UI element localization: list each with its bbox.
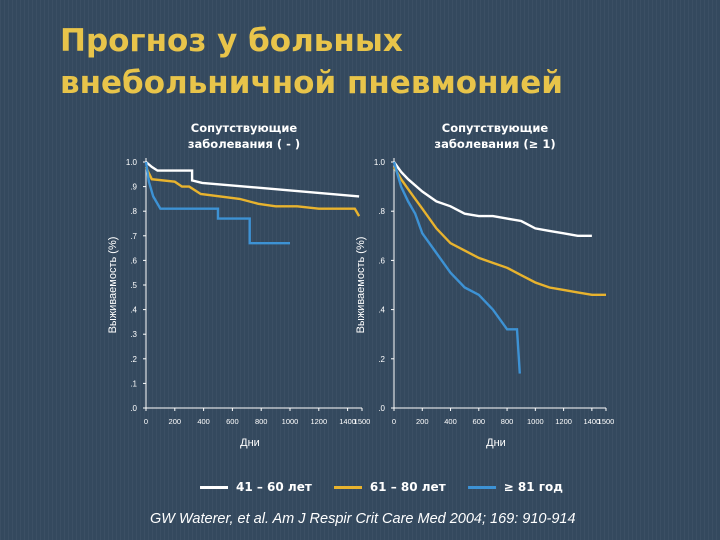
- legend-label-41-60: 41 – 60 лет: [236, 480, 312, 494]
- x-tick-label: 0: [392, 417, 396, 426]
- x-tick-label: 800: [501, 417, 514, 426]
- y-axis-label: Выживаемость (%): [355, 237, 367, 334]
- x-axis-label: Дни: [240, 437, 260, 449]
- y-tick-label: .9: [130, 183, 137, 192]
- series-line-61-80: [144, 166, 361, 217]
- x-tick-label: 1500: [598, 417, 615, 426]
- x-tick-label: 1000: [282, 417, 299, 426]
- y-tick-label: .0: [378, 404, 385, 413]
- x-tick-label: 1500: [354, 417, 371, 426]
- chart-panel-2: Сопутствующие заболевания (≥ 1) .0 .2 .4 .6 .8…: [355, 121, 614, 449]
- chart-panel-1: Сопутствующие заболевания ( - ) .0 .1 .2 .3 .4…: [107, 121, 370, 449]
- legend-swatch-81-plus: [467, 485, 496, 489]
- chart-title-line: Сопутствующие: [191, 121, 298, 135]
- x-tick-label: 600: [226, 417, 239, 426]
- slide-title: Прогноз у больных внебольничной пневмони…: [60, 20, 563, 104]
- y-tick-label: .1: [130, 379, 137, 388]
- y-tick-label: .6: [378, 256, 385, 265]
- x-tick-label: 1200: [555, 417, 572, 426]
- y-tick-label: 1.0: [374, 158, 386, 167]
- chart-legend: 41 – 60 лет 61 – 80 лет ≥ 81 год: [200, 478, 585, 496]
- series-line-81-plus: [144, 161, 290, 245]
- series-line-41-60: [145, 161, 360, 198]
- x-tick-label: 200: [416, 417, 429, 426]
- y-tick-label: .2: [378, 355, 385, 364]
- legend-item-41-60: 41 – 60 лет: [200, 480, 312, 494]
- legend-item-61-80: 61 – 80 лет: [333, 480, 446, 494]
- x-tick-label: 1400: [584, 417, 601, 426]
- citation: GW Waterer, et al. Am J Respir Crit Care…: [150, 511, 576, 527]
- x-tick-label: 1200: [310, 417, 327, 426]
- x-tick-label: 800: [255, 417, 268, 426]
- x-tick-label: 0: [144, 417, 148, 426]
- y-tick-label: .5: [130, 281, 137, 290]
- y-tick-label: 1.0: [126, 158, 138, 167]
- x-tick-label: 400: [197, 417, 210, 426]
- title-line-2: внебольничной пневмонией: [60, 65, 563, 101]
- x-tick-label: 600: [473, 417, 486, 426]
- legend-label-61-80: 61 – 80 лет: [369, 480, 446, 494]
- x-tick-label: 1400: [339, 417, 356, 426]
- y-tick-label: .6: [130, 256, 137, 265]
- y-tick-label: .4: [378, 306, 385, 315]
- legend-item-81-plus: ≥ 81 год: [467, 480, 563, 494]
- series-line-81-plus: [392, 161, 521, 374]
- y-tick-label: .8: [378, 207, 385, 216]
- chart-title-line: Сопутствующие: [442, 121, 549, 135]
- title-line-1: Прогноз у больных: [60, 23, 403, 59]
- y-tick-label: .4: [130, 306, 137, 315]
- legend-swatch-41-60: [200, 485, 228, 489]
- y-tick-label: .7: [130, 232, 137, 241]
- y-tick-label: .8: [130, 207, 137, 216]
- series-line-61-80: [392, 166, 606, 296]
- y-axis-label: Выживаемость (%): [107, 237, 119, 334]
- y-tick-label: .3: [130, 330, 137, 339]
- chart-title-line: заболевания (≥ 1): [434, 137, 555, 151]
- y-tick-label: .0: [130, 404, 137, 413]
- x-tick-label: 1000: [527, 417, 544, 426]
- legend-label-81-plus: ≥ 81 год: [503, 480, 563, 494]
- series-line-41-60: [393, 161, 592, 238]
- y-tick-label: .2: [130, 355, 137, 364]
- x-axis-label: Дни: [486, 437, 506, 449]
- legend-swatch-61-80: [333, 485, 362, 489]
- x-tick-label: 400: [444, 417, 457, 426]
- chart-title-line: заболевания ( - ): [188, 137, 300, 151]
- x-tick-label: 200: [169, 417, 182, 426]
